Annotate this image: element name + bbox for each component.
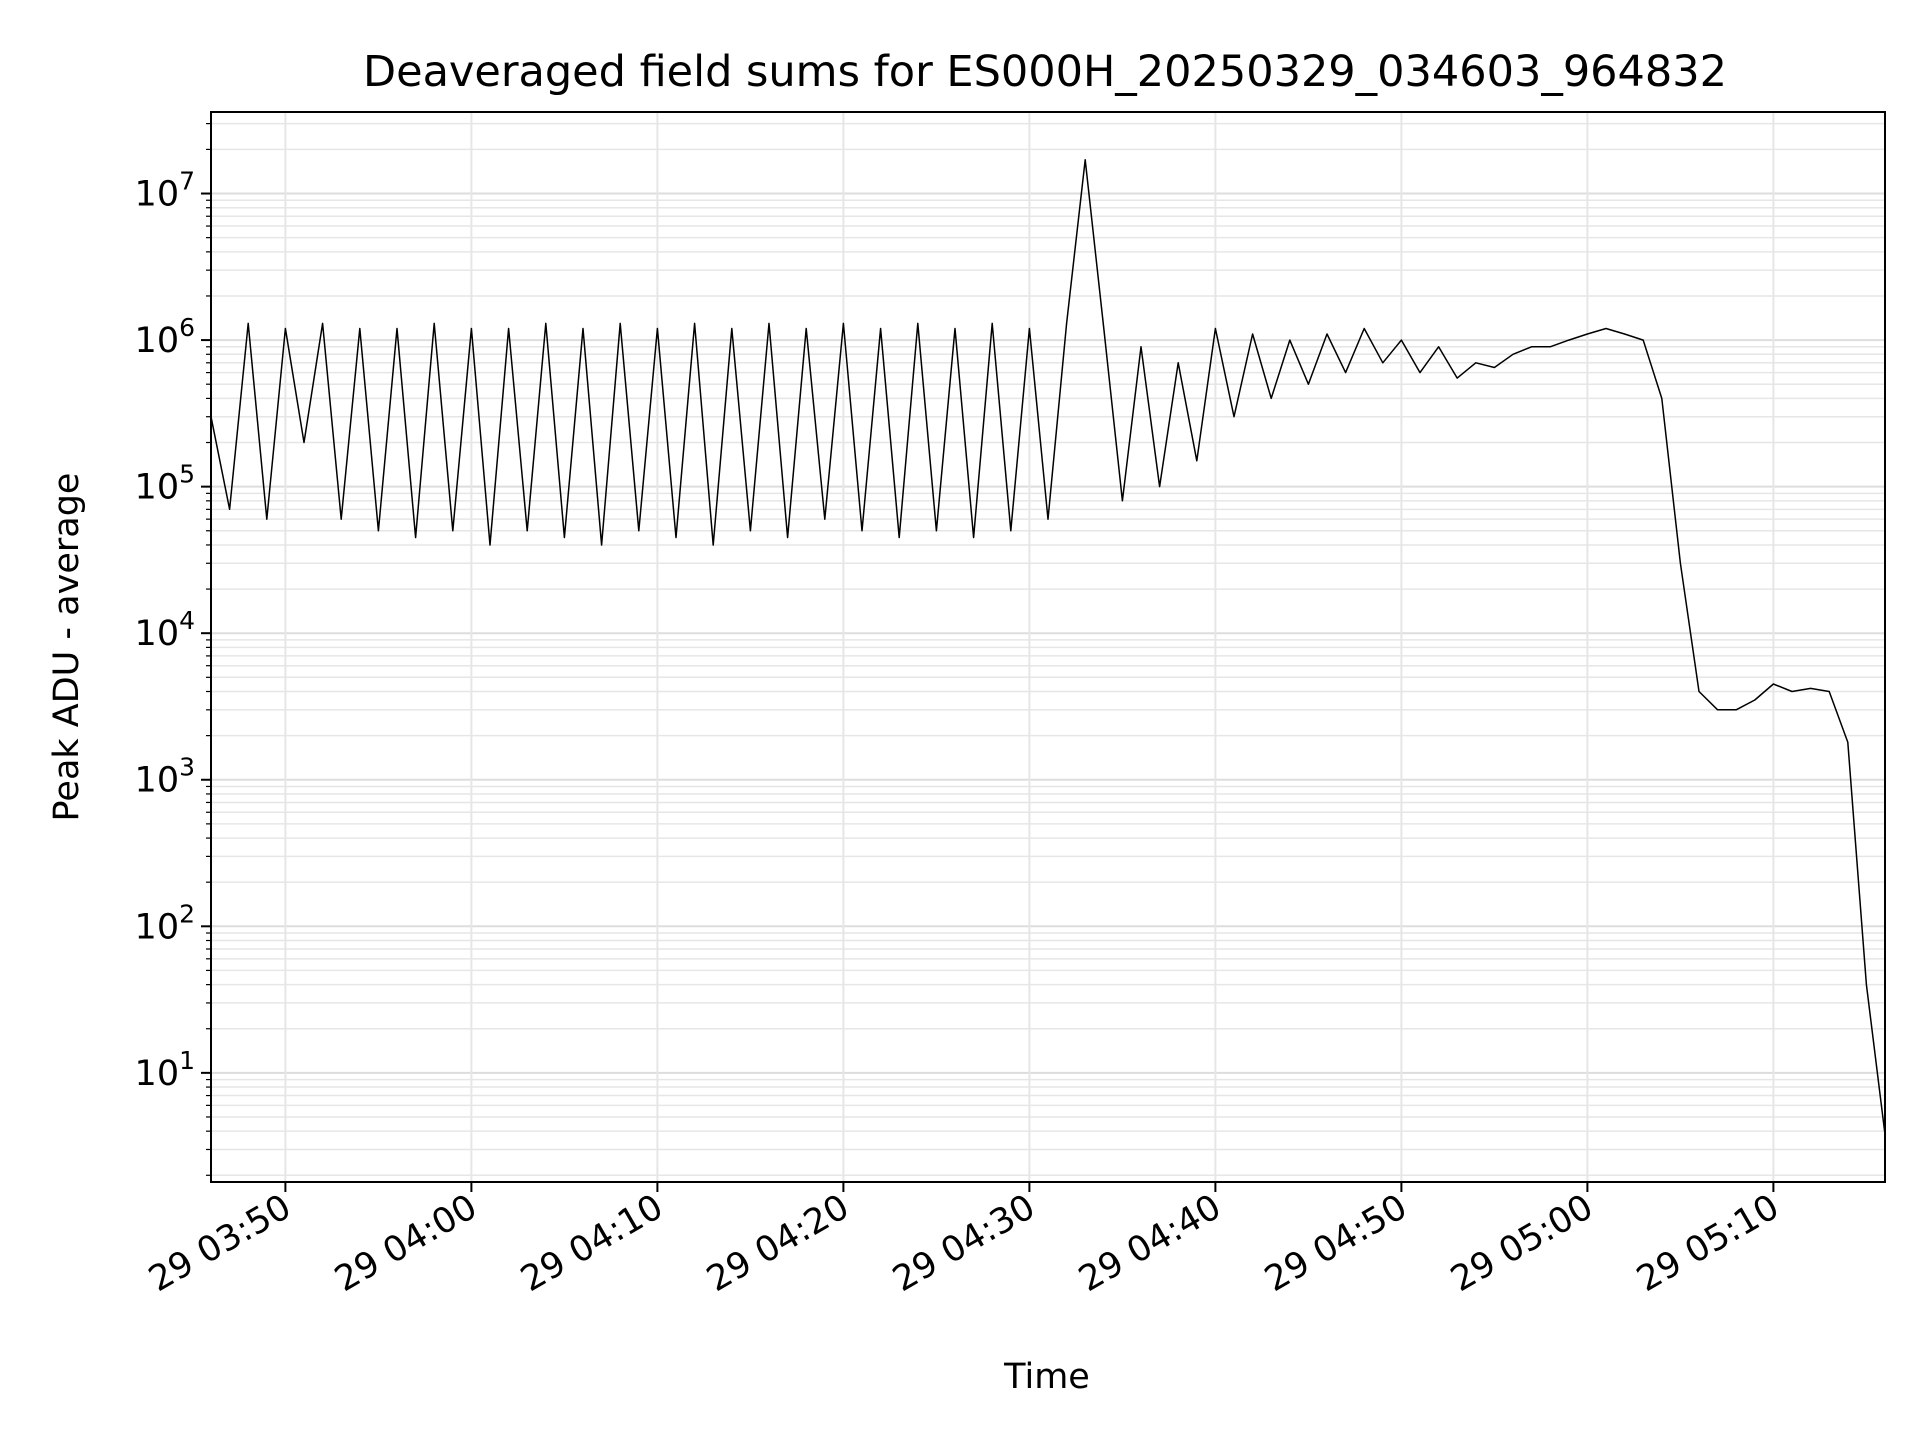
y-tick-label: 102: [135, 899, 195, 947]
y-tick-label: 107: [135, 167, 195, 215]
y-tick-label: 106: [135, 313, 195, 361]
y-tick-label: 101: [135, 1046, 195, 1094]
y-tick-label: 104: [135, 606, 195, 654]
line-layer: [210, 159, 1886, 1135]
data-series-line: [210, 159, 1886, 1135]
grid-layer: [211, 112, 1885, 1182]
y-axis-label: Peak ADU - average: [47, 473, 87, 822]
y-tick-label: 103: [135, 753, 195, 801]
chart-title: Deaveraged field sums for ES000H_2025032…: [363, 47, 1727, 97]
y-tick-label: 105: [135, 460, 195, 508]
plot-area-frame: [210, 111, 1886, 1183]
x-axis-label: Time: [1003, 1357, 1090, 1397]
